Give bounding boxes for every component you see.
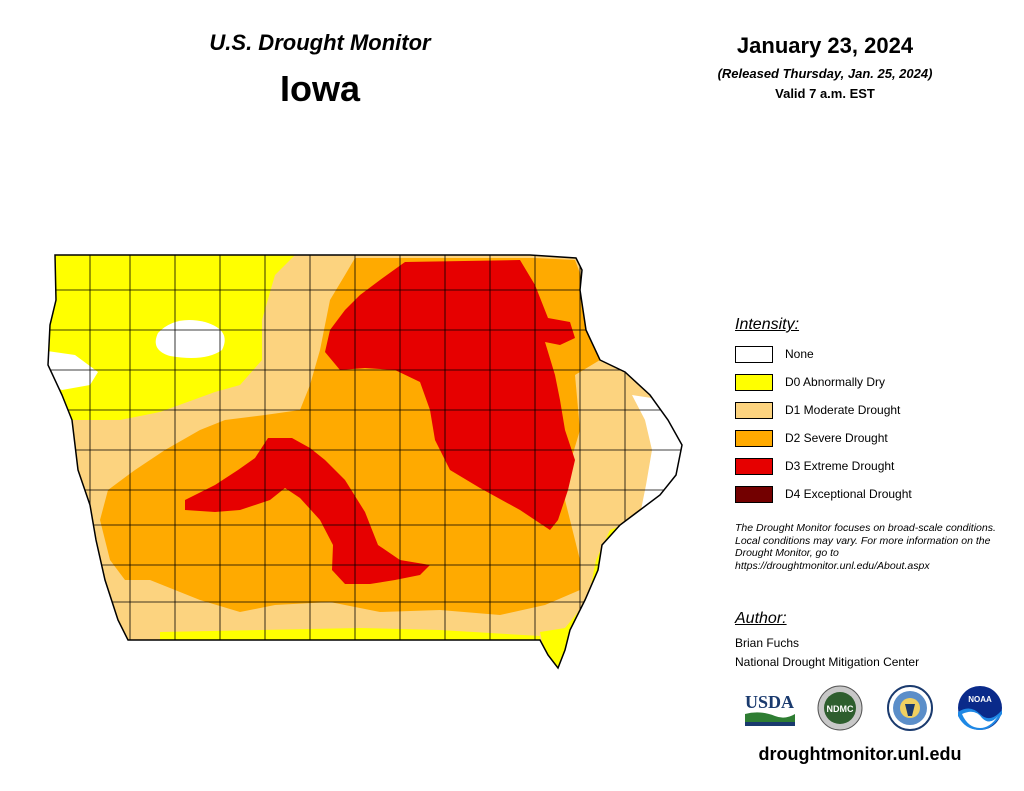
legend-label: D0 Abnormally Dry bbox=[785, 375, 886, 389]
svg-text:NDMC: NDMC bbox=[827, 704, 854, 714]
release-date: (Released Thursday, Jan. 25, 2024) bbox=[717, 66, 933, 81]
noaa-logo: NOAA bbox=[958, 686, 1002, 730]
website-url[interactable]: droughtmonitor.unl.edu bbox=[758, 744, 962, 764]
legend-label: D2 Severe Drought bbox=[785, 431, 888, 445]
ndmc-logo: NDMC bbox=[817, 685, 863, 731]
iowa-drought-map bbox=[47, 254, 683, 670]
d3-area-central bbox=[185, 438, 430, 584]
map-date: January 23, 2024 bbox=[736, 33, 914, 58]
legend-label: D1 Moderate Drought bbox=[785, 403, 901, 417]
legend-swatch bbox=[735, 485, 773, 503]
svg-text:USDA: USDA bbox=[745, 692, 794, 712]
author-title: Author: bbox=[735, 610, 787, 627]
none-area-northwest bbox=[155, 320, 225, 358]
legend-item: D0 Abnormally Dry bbox=[735, 372, 885, 392]
svg-text:NOAA: NOAA bbox=[968, 695, 992, 704]
author-organization: National Drought Mitigation Center bbox=[735, 655, 920, 669]
partner-logos: USDA NDMC NOAA bbox=[745, 685, 1002, 731]
legend-swatch bbox=[735, 401, 773, 419]
legend-swatch bbox=[735, 345, 773, 363]
d0-area-south bbox=[160, 628, 540, 668]
usda-logo: USDA bbox=[745, 692, 795, 726]
author-name: Brian Fuchs bbox=[735, 636, 800, 650]
legend-label: D3 Extreme Drought bbox=[785, 459, 895, 473]
legend-swatch bbox=[735, 373, 773, 391]
legend-label: None bbox=[785, 347, 814, 361]
disclaimer-note: The Drought Monitor focuses on broad-sca… bbox=[735, 522, 996, 572]
valid-time: Valid 7 a.m. EST bbox=[775, 86, 875, 101]
legend-item: None bbox=[735, 344, 814, 364]
legend-item: D4 Exceptional Drought bbox=[735, 484, 912, 504]
legend-swatch bbox=[735, 457, 773, 475]
drought-areas bbox=[48, 255, 682, 668]
legend-label: D4 Exceptional Drought bbox=[785, 487, 912, 501]
legend-title: Intensity: bbox=[735, 316, 800, 333]
legend-item: D3 Extreme Drought bbox=[735, 456, 894, 476]
doc-seal-logo bbox=[887, 685, 933, 731]
legend-item: D2 Severe Drought bbox=[735, 428, 888, 448]
legend-swatch bbox=[735, 429, 773, 447]
legend-item: D1 Moderate Drought bbox=[735, 400, 900, 420]
state-title: Iowa bbox=[279, 68, 360, 109]
d3-area-northeast bbox=[325, 260, 575, 530]
monitor-title: U.S. Drought Monitor bbox=[209, 30, 431, 55]
iowa-outline bbox=[47, 254, 683, 670]
